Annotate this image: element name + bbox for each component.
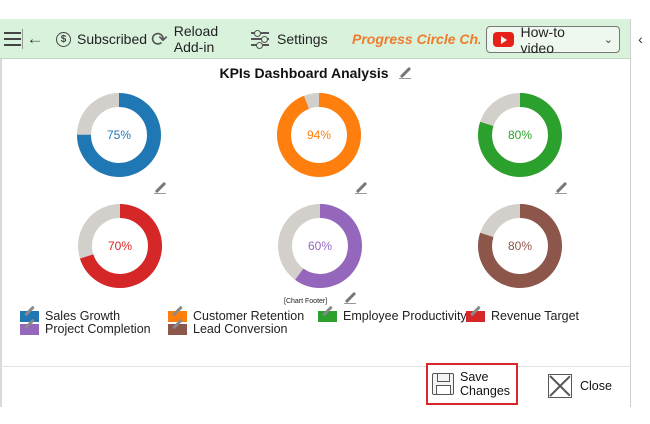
edit-footer-pencil-icon[interactable] [344, 292, 356, 304]
toolbar-divider [22, 29, 23, 49]
donut-progress-arc[interactable] [77, 93, 161, 177]
edit-chart-pencil-icon[interactable] [355, 182, 367, 194]
reload-label-line2: Add-in [173, 39, 215, 55]
howto-label: How-to video [520, 23, 565, 56]
legend-swatch [168, 323, 187, 335]
brand-title: Progress Circle Ch... [352, 31, 480, 47]
donut-value-label: 70% [108, 239, 132, 253]
legend-item-project-completion[interactable]: Project Completion [20, 322, 151, 336]
legend-label: Revenue Target [491, 309, 580, 323]
edit-chart-pencil-icon[interactable] [555, 182, 567, 194]
howto-video-dropdown[interactable]: How-to video ⌄ [486, 23, 620, 56]
donut-chart-project-completion[interactable]: 60% [270, 196, 370, 296]
save-label-line2: Changes [460, 384, 511, 398]
donut-svg: 94% [277, 93, 361, 177]
donut-progress-arc[interactable] [478, 93, 562, 177]
youtube-icon [493, 32, 514, 47]
donut-value-label: 60% [308, 239, 332, 253]
reload-icon: ⟳ [151, 28, 168, 51]
dollar-coin-icon: $ [56, 31, 71, 47]
dashboard-title-row: KPIs Dashboard Analysis [0, 63, 630, 83]
pane-left-border [0, 19, 2, 407]
save-changes-button[interactable]: Save Changes [426, 363, 518, 405]
legend-item-revenue-target[interactable]: Revenue Target [466, 309, 579, 323]
donut-chart-sales-growth[interactable]: 75% [69, 85, 169, 185]
legend-label: Project Completion [45, 322, 151, 336]
donut-progress-arc[interactable] [78, 204, 162, 288]
sliders-icon [251, 30, 269, 49]
save-label-line1: Save [460, 370, 489, 384]
legend-label: Sales Growth [45, 309, 121, 323]
legend-swatch [20, 323, 39, 335]
donut-value-label: 80% [508, 239, 532, 253]
footer-divider [0, 366, 630, 367]
donut-svg: 80% [478, 204, 562, 288]
settings-button[interactable]: Settings [251, 19, 328, 59]
toolbar: ← $ Subscribed ⟳ Reload Add-in Settings … [0, 19, 630, 59]
donut-progress-arc[interactable] [277, 93, 361, 177]
donut-value-label: 75% [107, 128, 131, 142]
legend-item-sales-growth[interactable]: Sales Growth [20, 309, 120, 323]
donut-chart-customer-retention[interactable]: 94% [269, 85, 369, 185]
donut-value-label: 94% [307, 128, 331, 142]
legend-swatch [20, 310, 39, 322]
close-x-icon [548, 374, 572, 398]
legend-swatch [466, 310, 485, 322]
settings-label: Settings [277, 31, 328, 47]
hamburger-icon[interactable] [2, 19, 22, 59]
legend-item-employee-productivity[interactable]: Employee Productivity [318, 309, 467, 323]
edit-title-pencil-icon[interactable] [398, 67, 411, 79]
donut-value-label: 80% [508, 128, 532, 142]
close-button[interactable]: Close [548, 373, 612, 399]
donut-svg: 70% [78, 204, 162, 288]
donut-chart-employee-productivity[interactable]: 80% [470, 85, 570, 185]
legend-swatch [168, 310, 187, 322]
chart-footer-label[interactable]: [Chart Footer] [284, 298, 328, 305]
reload-label-line1: Reload [173, 23, 219, 39]
legend-swatch [318, 310, 337, 322]
donut-progress-arc[interactable] [278, 204, 362, 288]
donut-svg: 75% [77, 93, 161, 177]
legend-label: Customer Retention [193, 309, 305, 323]
floppy-disk-icon [432, 373, 454, 395]
edit-chart-pencil-icon[interactable] [154, 182, 166, 194]
subscribed-button[interactable]: $ Subscribed [56, 19, 147, 59]
back-arrow-icon[interactable]: ← [26, 29, 44, 48]
dashboard-title[interactable]: KPIs Dashboard Analysis [219, 65, 389, 81]
legend-item-customer-retention[interactable]: Customer Retention [168, 309, 304, 323]
donut-svg: 60% [278, 204, 362, 288]
collapse-pane-icon[interactable]: ‹ [631, 19, 650, 59]
donut-chart-revenue-target[interactable]: 70% [70, 196, 170, 296]
legend-label: Employee Productivity [343, 309, 467, 323]
subscribed-label: Subscribed [77, 31, 148, 47]
pane-right-border [630, 19, 631, 407]
donut-svg: 80% [478, 93, 562, 177]
legend-label: Lead Conversion [193, 322, 288, 336]
close-label: Close [580, 379, 612, 393]
legend-item-lead-conversion[interactable]: Lead Conversion [168, 322, 288, 336]
chevron-down-icon: ⌄ [603, 34, 613, 46]
donut-chart-lead-conversion[interactable]: 80% [470, 196, 570, 296]
reload-addin-button[interactable]: ⟳ Reload Add-in [151, 19, 218, 59]
donut-progress-arc[interactable] [478, 204, 562, 288]
